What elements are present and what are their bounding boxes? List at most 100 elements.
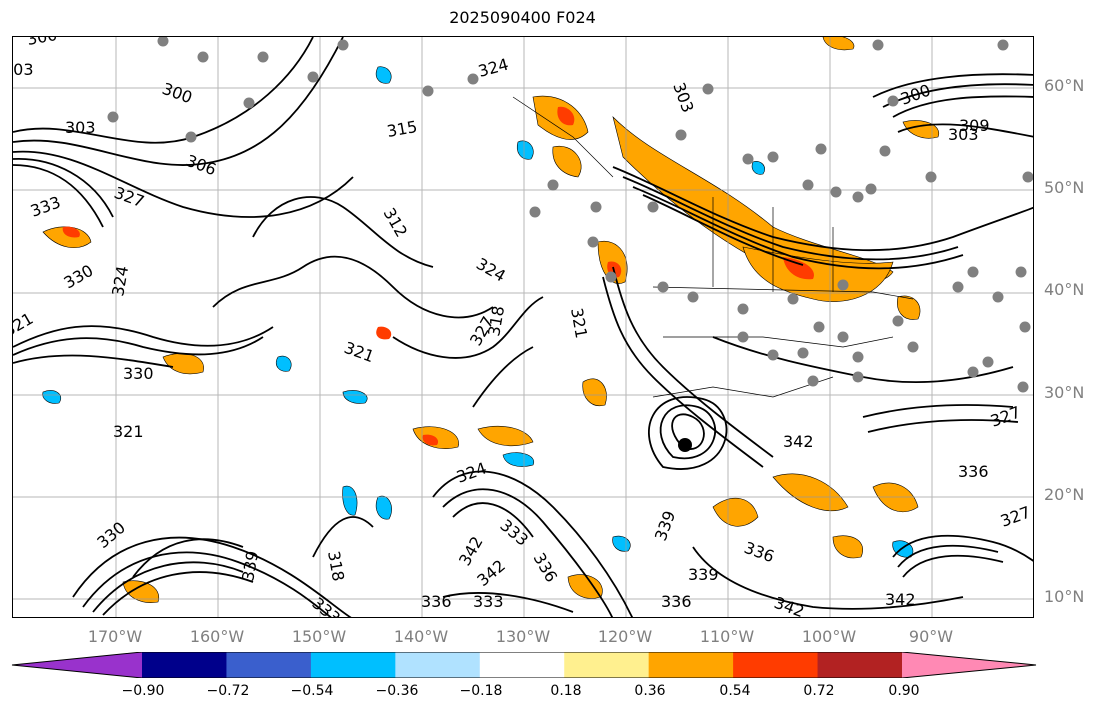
colorbar (11, 652, 1037, 678)
station-dot (967, 266, 979, 278)
station-dot (852, 371, 864, 383)
contour-label: 333 (308, 594, 344, 618)
contour-label: 312 (380, 205, 412, 241)
contour-label: 336 (742, 538, 777, 566)
colorbar-swatch (648, 652, 734, 678)
station-dots (107, 37, 1033, 393)
colorbar-tick-label: 0.72 (803, 683, 835, 699)
station-dot (992, 291, 1004, 303)
contour-label: 321 (113, 422, 144, 441)
contour-label: 300 (25, 37, 58, 49)
contour-label: 336 (958, 462, 989, 481)
cyclone-center (678, 438, 692, 452)
colorbar-tick-label: 0.36 (634, 683, 666, 699)
contour-label: 327 (112, 183, 147, 211)
station-dot (1015, 266, 1027, 278)
station-dot (802, 179, 814, 191)
contour-label: 333 (473, 592, 504, 611)
station-dot (737, 331, 749, 343)
station-dot (647, 201, 659, 213)
contour-label: 321 (567, 306, 591, 339)
station-dot (925, 171, 937, 183)
colorbar-tick-label: −0.90 (121, 683, 165, 699)
contour-labels: 300 303 300 303 306 315 324 312 324 321 327 318 321 3… (13, 37, 1033, 618)
contour-label: 333 (496, 516, 532, 550)
contour-label: 330 (61, 261, 97, 293)
station-dot (907, 341, 919, 353)
contour-label: 318 (484, 304, 508, 337)
station-dot (257, 51, 269, 63)
strong-positive-shading (62, 106, 814, 446)
lon-label: 110°W (699, 627, 755, 646)
station-dot (807, 375, 819, 387)
contour-label: 300 (160, 79, 195, 107)
station-dot (529, 206, 541, 218)
contour-label: 342 (772, 593, 807, 618)
lat-label: 30°N (1044, 383, 1085, 402)
colorbar-swatch (310, 652, 396, 678)
contour-label: 306 (184, 151, 219, 179)
station-dot (813, 321, 825, 333)
colorbar-tick-label: −0.54 (290, 683, 334, 699)
lat-label: 50°N (1044, 178, 1085, 197)
colorbar-tick-label: 0.18 (550, 683, 582, 699)
lon-label: 160°W (189, 627, 245, 646)
station-dot (1017, 381, 1029, 393)
station-dot (605, 271, 617, 283)
station-dot (892, 315, 904, 327)
contour-label: 336 (661, 592, 692, 611)
lon-label: 100°W (801, 627, 857, 646)
station-dot (767, 349, 779, 361)
station-dot (879, 145, 891, 157)
lon-label: 120°W (597, 627, 653, 646)
colorbar-swatch (142, 652, 227, 678)
station-dot (967, 366, 979, 378)
contour-label: 324 (473, 254, 509, 286)
colorbar-tick-label: −0.36 (375, 683, 419, 699)
contour-label: 342 (473, 556, 509, 590)
station-dot (797, 347, 809, 359)
contour-label: 342 (783, 432, 814, 451)
contour-label: 330 (123, 364, 154, 383)
station-dot (837, 279, 849, 291)
station-dot (767, 151, 779, 163)
contour-label: 333 (28, 192, 63, 220)
station-dot (1019, 321, 1031, 333)
station-dot (852, 191, 864, 203)
contour-label: 336 (421, 592, 452, 611)
contour-label: 303 (13, 60, 34, 79)
negative-shading (42, 66, 914, 558)
station-dot (952, 281, 964, 293)
figure-title: 2025090400 F024 (449, 8, 596, 27)
contour-label: 318 (324, 549, 348, 582)
colorbar-outline (11, 652, 1037, 678)
political-borders (512, 96, 914, 398)
contour-label: 315 (385, 117, 418, 141)
station-dot (337, 39, 349, 51)
contour-label: 321 (13, 309, 36, 341)
lon-label: 170°W (87, 627, 143, 646)
station-dot (830, 186, 842, 198)
lon-label: 150°W (291, 627, 347, 646)
contour-label: 339 (688, 565, 719, 584)
lon-label: 140°W (393, 627, 449, 646)
contour-label: 309 (959, 116, 990, 135)
colorbar-swatch (395, 652, 481, 678)
station-dot (185, 131, 197, 143)
station-dot (702, 83, 714, 95)
contour-label: 321 (342, 338, 377, 366)
contour-label: 303 (65, 118, 96, 137)
colorbar-tick-label: −0.18 (459, 683, 503, 699)
station-dot (865, 183, 877, 195)
station-dot (787, 293, 799, 305)
colorbar-tick-label: −0.72 (206, 683, 250, 699)
lat-label: 40°N (1044, 280, 1085, 299)
station-dot (852, 351, 864, 363)
station-dot (982, 356, 994, 368)
lat-label: 60°N (1044, 76, 1085, 95)
station-dot (307, 71, 319, 83)
contour-label: 339 (651, 508, 679, 543)
lat-label: 20°N (1044, 485, 1085, 504)
station-dot (422, 85, 434, 97)
station-dot (742, 153, 754, 165)
